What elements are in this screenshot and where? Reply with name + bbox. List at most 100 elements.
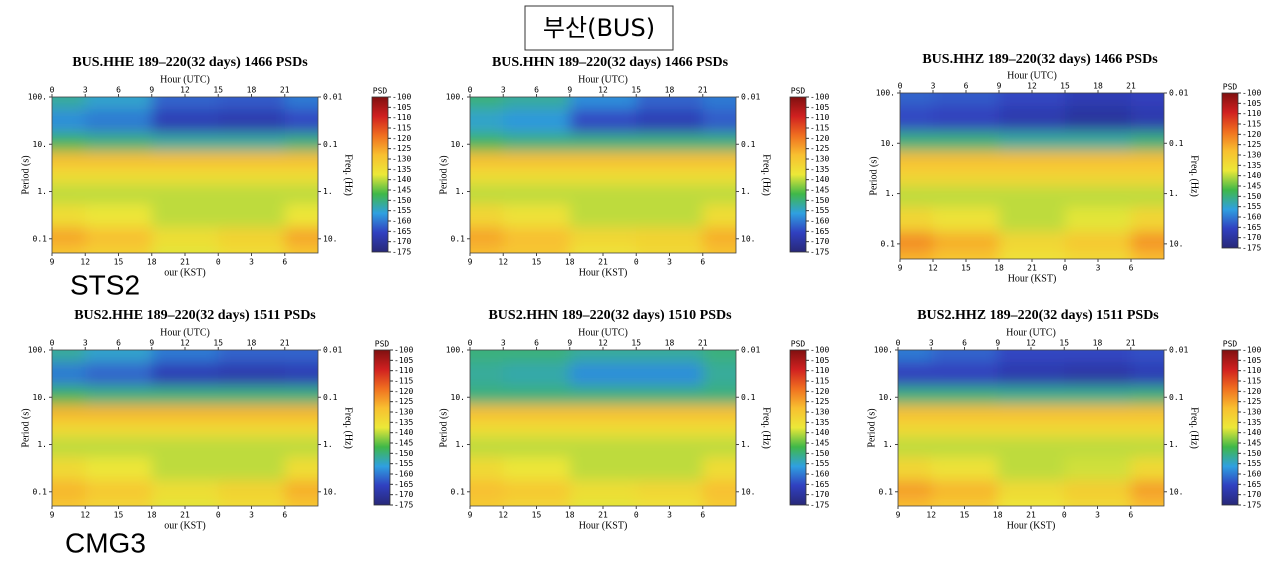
heat-cell [470, 350, 504, 363]
x-tick-label: 6 [962, 339, 967, 348]
x-tick-label: 0 [50, 86, 55, 95]
y-tick-label: 1. [37, 440, 47, 449]
colorbar-tick-label: -145 [1242, 439, 1261, 448]
colorbar-tick-label: -175 [810, 501, 829, 510]
heat-cell [898, 362, 932, 387]
x-tick-label: 15 [213, 86, 223, 95]
heat-cell [569, 385, 637, 405]
x2-tick-label: 9 [50, 258, 55, 267]
heat-cell [470, 456, 504, 482]
colorbar-tick-label: -150 [1242, 192, 1261, 201]
heat-cell [636, 420, 704, 438]
x-tick-label: 3 [83, 86, 88, 95]
heat-cell [503, 420, 571, 438]
heat-cell [503, 151, 571, 169]
y2-tick-label: 0.1 [323, 140, 338, 149]
heat-cell [284, 97, 318, 110]
y2-tick-label: 0.01 [1169, 346, 1188, 355]
heat-cell [218, 404, 286, 422]
x2-axis-label: our (KST) [164, 520, 205, 531]
x2-tick-label: 3 [249, 258, 254, 267]
x2-tick-label: 15 [960, 511, 970, 520]
heat-cell [284, 420, 318, 438]
heat-cell [85, 350, 153, 363]
heat-cell [52, 437, 86, 458]
y2-tick-label: 1. [1169, 189, 1179, 198]
heat-cell [151, 362, 219, 387]
heat-cell [503, 350, 571, 363]
colorbar [789, 96, 807, 253]
y-tick-label: 1. [455, 440, 465, 449]
x-tick-label: 15 [1060, 82, 1070, 91]
colorbar-tick-label: -140 [810, 175, 829, 184]
heat-cell [151, 437, 219, 458]
sensor-label: CMG3 [65, 527, 146, 558]
heat-cell [1130, 350, 1164, 363]
y-axis-label: Period (s) [20, 155, 31, 194]
heat-cell [218, 203, 286, 229]
x-tick-label: 3 [501, 86, 506, 95]
colorbar-tick-label: -150 [810, 196, 829, 205]
x2-axis-label: our (KST) [164, 267, 205, 278]
x2-tick-label: 9 [896, 511, 901, 520]
heat-cell [931, 404, 999, 422]
x2-tick-label: 15 [114, 258, 124, 267]
heat-cell [569, 109, 637, 134]
colorbar-tick-label: -160 [392, 217, 411, 226]
x-tick-label: 9 [997, 82, 1002, 91]
heat-cell [999, 131, 1066, 152]
heat-cell [284, 456, 318, 482]
heat-cell [900, 168, 934, 187]
colorbar-tick-label: -120 [810, 387, 829, 396]
colorbar-label: PSD [373, 87, 388, 96]
heat-cell [470, 437, 504, 458]
heat-cell [933, 131, 1000, 152]
x2-tick-label: 6 [1129, 264, 1134, 273]
x-axis-label: Hour (UTC) [578, 74, 628, 85]
header: 부산(BUS) [543, 14, 655, 42]
heat-cell [1131, 131, 1164, 152]
colorbar-tick-label: -110 [1242, 366, 1261, 375]
heatmap [470, 97, 736, 253]
heat-cell [503, 227, 571, 247]
heat-cell [52, 203, 86, 229]
colorbar-tick-label: -160 [1242, 470, 1261, 479]
x2-tick-label: 21 [598, 258, 608, 267]
x-tick-label: 21 [280, 86, 290, 95]
heat-cell [151, 420, 219, 438]
colorbar-tick-label: -100 [810, 93, 829, 102]
colorbar-tick-label: -175 [810, 248, 829, 257]
heat-cell [85, 132, 153, 152]
heat-cell [52, 480, 86, 500]
y-axis-label: Period (s) [868, 156, 879, 195]
x2-tick-label: 12 [498, 511, 508, 520]
heat-cell [898, 350, 932, 363]
colorbar-tick-label: -135 [1242, 418, 1261, 427]
heat-cell [470, 245, 504, 253]
heat-cell [85, 227, 153, 247]
colorbar-tick-label: -120 [392, 134, 411, 143]
heat-cell [151, 350, 219, 363]
heat-cell [218, 184, 286, 205]
colorbar-tick-label: -125 [392, 144, 411, 153]
heat-cell [933, 186, 1000, 208]
colorbar-tick-label: -135 [392, 165, 411, 174]
x2-tick-label: 12 [926, 511, 936, 520]
heat-cell [1065, 206, 1132, 233]
colorbar-tick-label: -155 [810, 206, 829, 215]
header-box [524, 5, 674, 51]
heat-cell [85, 167, 153, 185]
heat-cell [1064, 498, 1132, 506]
heat-cell [1065, 251, 1132, 259]
heat-cell [1064, 480, 1132, 500]
colorbar [1221, 349, 1239, 506]
heat-cell [933, 168, 1000, 187]
colorbar-tick-label: -165 [1242, 480, 1261, 489]
heat-cell [503, 184, 571, 205]
heat-cell [284, 385, 318, 405]
x-tick-label: 12 [180, 339, 190, 348]
colorbar [371, 96, 389, 253]
colorbar-tick-label: -170 [394, 490, 413, 499]
heat-cell [218, 350, 286, 363]
heat-cell [898, 385, 932, 405]
